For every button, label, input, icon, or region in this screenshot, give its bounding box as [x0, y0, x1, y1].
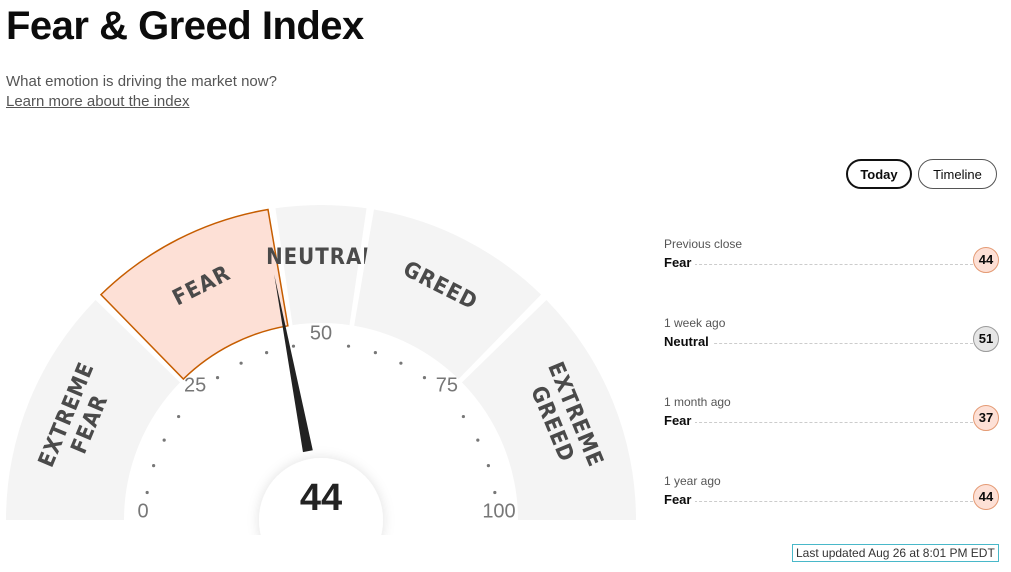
scale-dot [291, 344, 296, 348]
history-row: 1 year ago Fear 44 [664, 474, 1001, 524]
learn-more-link[interactable]: Learn more about the index [6, 93, 190, 110]
scale-dot [162, 438, 166, 442]
history-period: 1 month ago [664, 395, 731, 409]
scale-dot [486, 464, 490, 468]
scale-dot [399, 361, 403, 365]
zone [275, 205, 367, 326]
leader-line [684, 501, 973, 502]
scale-dot [177, 414, 181, 419]
history-value: 37 [973, 405, 999, 431]
scale-dot [461, 414, 465, 419]
history-rating: Fear [664, 413, 696, 428]
scale-dot [145, 490, 149, 495]
history-row: 1 week ago Neutral 51 [664, 316, 1001, 366]
gauge-value: 44 [300, 477, 342, 519]
timeline-tab[interactable]: Timeline [918, 159, 997, 189]
history-row: Previous close Fear 44 [664, 237, 1001, 287]
page-title: Fear & Greed Index [6, 4, 364, 48]
scale-label: 0 [137, 500, 148, 522]
history-row: 1 month ago Fear 37 [664, 395, 1001, 445]
center-disc [259, 458, 383, 535]
scale-dot [265, 351, 269, 355]
leader-line [684, 264, 973, 265]
leader-line [684, 422, 973, 423]
scale-dot [346, 344, 351, 348]
scale-dot [152, 464, 156, 468]
history-period: 1 week ago [664, 316, 726, 330]
last-updated: Last updated Aug 26 at 8:01 PM EDT [792, 544, 999, 562]
scale-label: 25 [184, 374, 206, 396]
history-value: 44 [973, 247, 999, 273]
zone [354, 209, 542, 380]
scale-label: 50 [310, 322, 332, 344]
scale-label: 75 [436, 374, 458, 396]
needle [274, 274, 313, 453]
scale-dot [373, 351, 377, 355]
zone [461, 299, 636, 520]
scale-dot [493, 490, 497, 495]
scale-dot [239, 361, 243, 365]
scale-dot [215, 376, 220, 380]
scale-label: 100 [482, 500, 515, 522]
history-rating: Fear [664, 255, 696, 270]
zone [6, 299, 181, 520]
history-value: 44 [973, 484, 999, 510]
scale-dot [422, 376, 427, 380]
scale-dot [476, 438, 480, 442]
history-rating: Fear [664, 492, 696, 507]
history-rating: Neutral [664, 334, 713, 349]
zone-label: NEUTRAL [266, 245, 376, 270]
history-period: Previous close [664, 237, 743, 251]
history-value: 51 [973, 326, 999, 352]
zone [99, 208, 289, 381]
subtitle: What emotion is driving the market now? [6, 73, 277, 90]
leader-line [684, 343, 973, 344]
history-period: 1 year ago [664, 474, 721, 488]
today-tab[interactable]: Today [846, 159, 912, 189]
